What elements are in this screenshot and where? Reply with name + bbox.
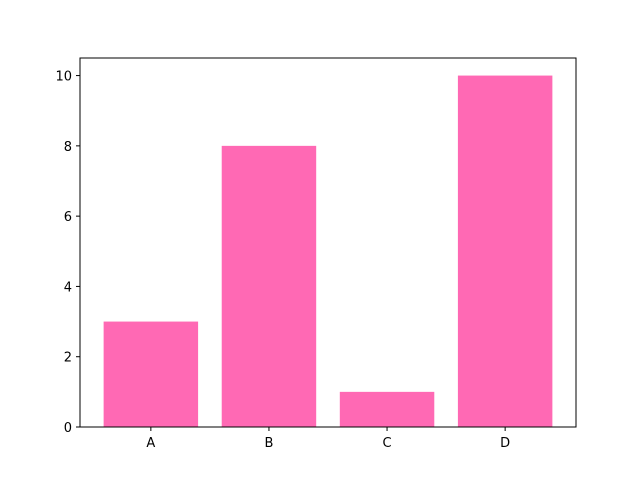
x-tick-label: C	[383, 436, 392, 451]
y-axis: 0 2 4 6 8 10	[55, 70, 80, 436]
y-tick-label: 0	[64, 421, 72, 436]
axes-frame	[79, 57, 577, 428]
y-tick-label: 2	[64, 351, 72, 366]
bar-D	[457, 75, 553, 428]
y-tick-label: 6	[64, 210, 72, 225]
x-tick-label: B	[264, 436, 273, 451]
bar-B	[221, 145, 317, 427]
x-tick-label: A	[146, 436, 155, 451]
bar-C	[339, 391, 435, 427]
x-tick-label: D	[500, 436, 510, 451]
y-tick-label: 8	[64, 140, 72, 155]
y-tick-label: 4	[64, 280, 72, 295]
bar-A	[103, 321, 199, 427]
y-tick-label: 10	[55, 70, 72, 85]
x-axis: A B C D	[146, 427, 510, 451]
bars	[103, 75, 553, 428]
